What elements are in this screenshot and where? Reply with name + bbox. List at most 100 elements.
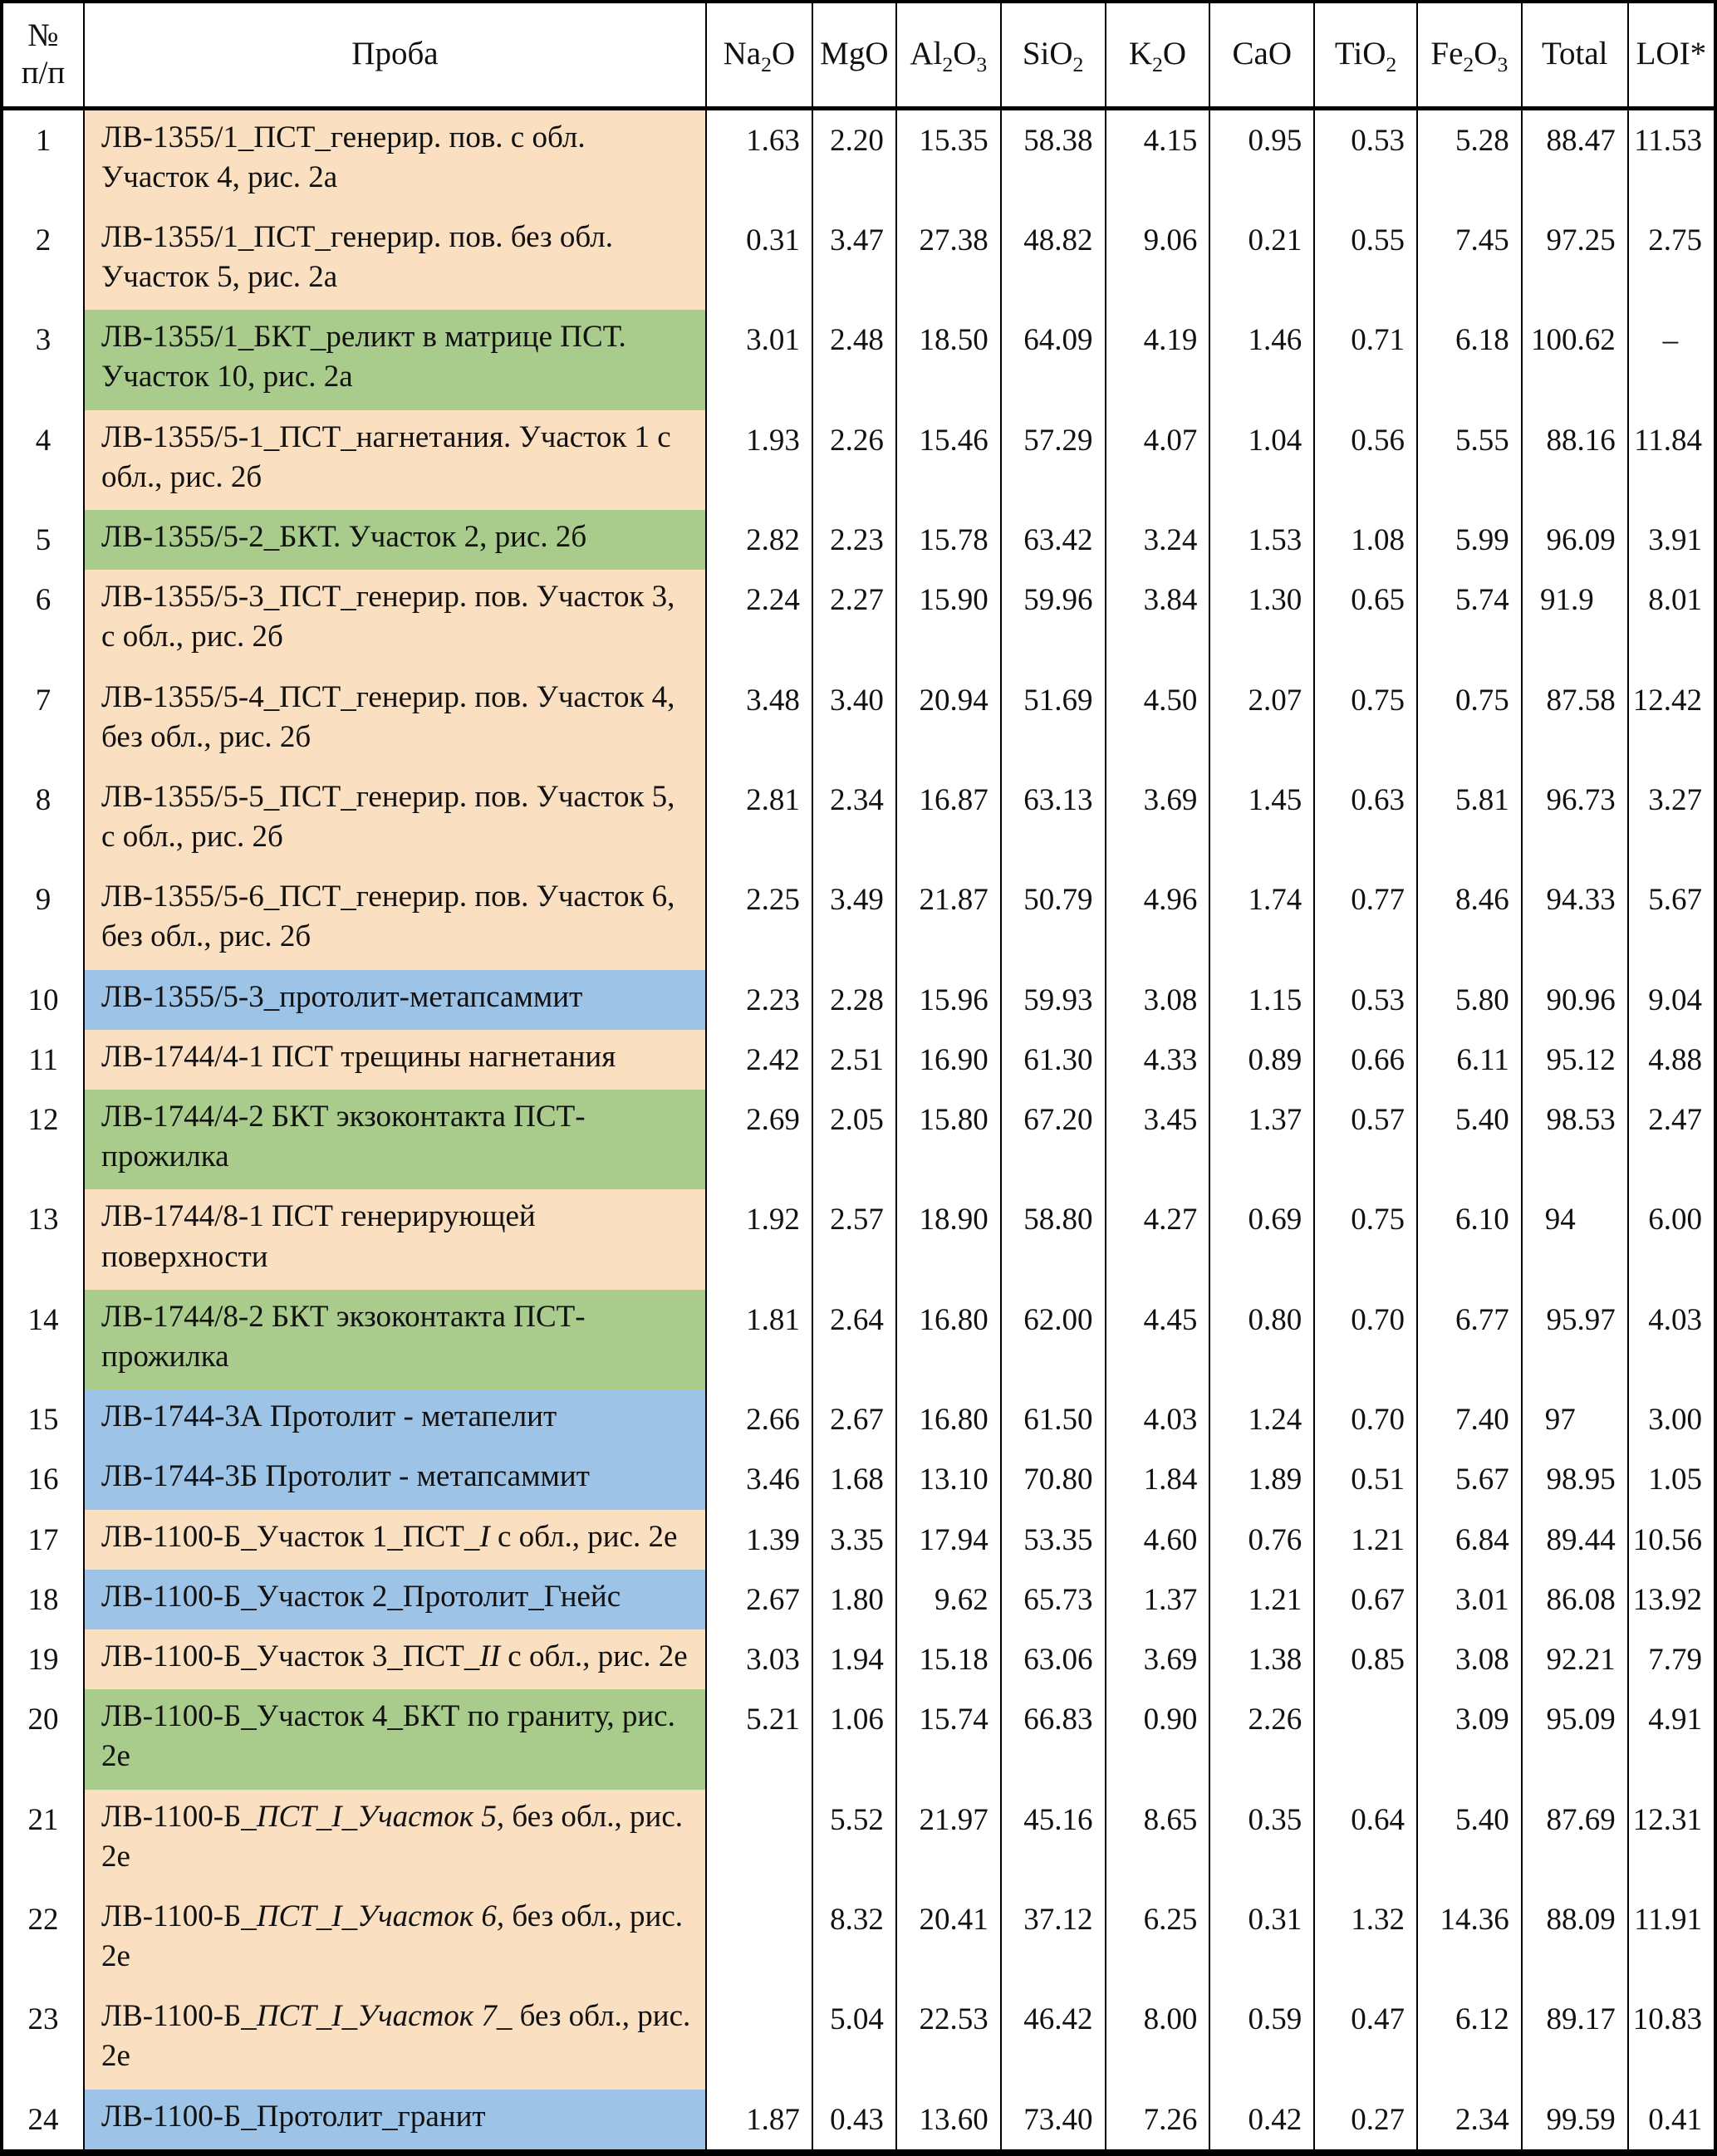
value-cell-loi: 12.31	[1626, 1789, 1717, 1889]
value-cell-total: 88.09	[1520, 1889, 1629, 1990]
value-cell-k2o: 8.00	[1104, 1989, 1211, 2090]
value-cell-na2o: 2.23	[704, 969, 813, 1030]
row-number-cell: 11	[0, 1029, 86, 1090]
sample-name-cell: ЛВ-1100-Б_Участок 3_ПСТ_II с обл., рис. …	[83, 1629, 707, 1690]
column-header-sample: Проба	[83, 2, 707, 110]
value-cell-loi: 3.91	[1626, 510, 1717, 571]
table-row: 17 ЛВ-1100-Б_Участок 1_ПСТ_I с обл., рис.…	[0, 1509, 1717, 1570]
value-cell-sio2: 58.38	[999, 108, 1106, 210]
value-cell-cao: 0.95	[1209, 108, 1316, 210]
value-cell-na2o: 1.63	[704, 108, 813, 210]
table-row: 14 ЛВ-1744/8-2 БКТ экзоконтакта ПСТ-прожи…	[0, 1289, 1717, 1390]
value-cell-fe2o3: 8.46	[1415, 870, 1523, 970]
sample-name-cell: ЛВ-1100-Б_Протолит_гранит	[83, 2089, 707, 2153]
value-cell-mgo: 2.27	[811, 570, 897, 670]
value-cell-total: 98.95	[1520, 1449, 1629, 1510]
value-cell-fe2o3: 5.80	[1415, 969, 1523, 1030]
value-cell-loi: 10.56	[1626, 1509, 1717, 1570]
column-header-num-bottom: п/п	[21, 54, 66, 91]
table-row: 13 ЛВ-1744/8-1 ПСТ генерирующей поверхнос…	[0, 1189, 1717, 1290]
row-number-cell: 21	[0, 1789, 86, 1889]
value-cell-k2o: 3.08	[1104, 969, 1211, 1030]
value-cell-mgo: 2.26	[811, 409, 897, 510]
row-number-cell: 24	[0, 2089, 86, 2153]
value-cell-na2o: 3.48	[704, 669, 813, 770]
value-cell-fe2o3: 6.12	[1415, 1989, 1523, 2090]
value-cell-tio2: 0.55	[1313, 209, 1418, 311]
table-row: 9 ЛВ-1355/5-6_ПСТ_генерир. пов. Участок 6…	[0, 870, 1717, 970]
value-cell-mgo: 2.64	[811, 1289, 897, 1390]
value-cell-k2o: 9.06	[1104, 209, 1211, 311]
value-cell-fe2o3: 5.40	[1415, 1789, 1523, 1889]
sample-name-cell: ЛВ-1355/5-4_ПСТ_генерир. пов. Участок 4,…	[83, 669, 707, 770]
value-cell-loi: 8.01	[1626, 570, 1717, 670]
value-cell-tio2: 0.85	[1313, 1629, 1418, 1690]
value-cell-loi: 1.05	[1626, 1449, 1717, 1510]
value-cell-total: 87.58	[1520, 669, 1629, 770]
value-cell-k2o: 4.15	[1104, 108, 1211, 210]
value-cell-total: 97	[1520, 1389, 1629, 1450]
value-cell-k2o: 6.25	[1104, 1889, 1211, 1990]
value-cell-mgo: 3.40	[811, 669, 897, 770]
table-row: 19 ЛВ-1100-Б_Участок 3_ПСТ_II с обл., рис…	[0, 1629, 1717, 1690]
value-cell-tio2: 0.70	[1313, 1289, 1418, 1390]
value-cell-loi: 7.79	[1626, 1629, 1717, 1690]
value-cell-loi: 3.00	[1626, 1389, 1717, 1450]
value-cell-sio2: 63.13	[999, 769, 1106, 870]
table-row: 6 ЛВ-1355/5-3_ПСТ_генерир. пов. Участок 3…	[0, 570, 1717, 670]
value-cell-total: 86.08	[1520, 1569, 1629, 1630]
value-cell-na2o	[704, 1889, 813, 1990]
value-cell-tio2: 0.53	[1313, 969, 1418, 1030]
value-cell-loi: 4.03	[1626, 1289, 1717, 1390]
value-cell-fe2o3: 5.99	[1415, 510, 1523, 571]
value-cell-fe2o3: 5.67	[1415, 1449, 1523, 1510]
row-number-cell: 23	[0, 1989, 86, 2090]
value-cell-sio2: 73.40	[999, 2089, 1106, 2153]
table-row: 22 ЛВ-1100-Б_ПСТ_I_Участок 6, без обл., р…	[0, 1889, 1717, 1990]
value-cell-cao: 0.69	[1209, 1189, 1316, 1290]
value-cell-fe2o3: 7.40	[1415, 1389, 1523, 1450]
value-cell-al2o3: 13.10	[895, 1449, 1002, 1510]
value-cell-na2o: 1.81	[704, 1289, 813, 1390]
value-cell-total: 91.9	[1520, 570, 1629, 670]
sample-name-cell: ЛВ-1744/8-1 ПСТ генерирующей поверхности	[83, 1189, 707, 1290]
row-number-cell: 15	[0, 1389, 86, 1450]
header-row: № п/п Проба Na2O MgO Al2O3 SiO2 K2O CaO TiO2 Fe…	[0, 2, 1717, 110]
table-row: 12 ЛВ-1744/4-2 БКТ экзоконтакта ПСТ-прожи…	[0, 1090, 1717, 1190]
table-row: 20 ЛВ-1100-Б_Участок 4_БКТ по граниту, ри…	[0, 1689, 1717, 1790]
table-row: 7 ЛВ-1355/5-4_ПСТ_генерир. пов. Участок 4…	[0, 669, 1717, 770]
value-cell-fe2o3: 3.01	[1415, 1569, 1523, 1630]
value-cell-al2o3: 15.74	[895, 1689, 1002, 1790]
sample-name-cell: ЛВ-1355/5-3_ПСТ_генерир. пов. Участок 3,…	[83, 570, 707, 670]
column-header-mgo: MgO	[811, 2, 897, 110]
value-cell-total: 95.12	[1520, 1029, 1629, 1090]
value-cell-k2o: 4.07	[1104, 409, 1211, 510]
value-cell-tio2: 0.64	[1313, 1789, 1418, 1889]
value-cell-tio2: 1.21	[1313, 1509, 1418, 1570]
value-cell-total: 87.69	[1520, 1789, 1629, 1889]
value-cell-al2o3: 21.87	[895, 870, 1002, 970]
value-cell-al2o3: 15.80	[895, 1090, 1002, 1190]
value-cell-tio2: 0.66	[1313, 1029, 1418, 1090]
value-cell-sio2: 57.29	[999, 409, 1106, 510]
value-cell-k2o: 8.65	[1104, 1789, 1211, 1889]
value-cell-al2o3: 16.80	[895, 1289, 1002, 1390]
value-cell-cao: 1.04	[1209, 409, 1316, 510]
table-row: 8 ЛВ-1355/5-5_ПСТ_генерир. пов. Участок 5…	[0, 769, 1717, 870]
row-number-cell: 14	[0, 1289, 86, 1390]
value-cell-sio2: 59.96	[999, 570, 1106, 670]
value-cell-k2o: 3.45	[1104, 1090, 1211, 1190]
value-cell-tio2: 0.57	[1313, 1090, 1418, 1190]
value-cell-mgo: 1.94	[811, 1629, 897, 1690]
value-cell-al2o3: 20.94	[895, 669, 1002, 770]
sample-name-cell: ЛВ-1355/5-2_БКТ. Участок 2, рис. 2б	[83, 510, 707, 571]
value-cell-al2o3: 9.62	[895, 1569, 1002, 1630]
sample-name-cell: ЛВ-1355/5-1_ПСТ_нагнетания. Участок 1 с …	[83, 409, 707, 510]
value-cell-sio2: 50.79	[999, 870, 1106, 970]
value-cell-cao: 1.15	[1209, 969, 1316, 1030]
value-cell-sio2: 51.69	[999, 669, 1106, 770]
value-cell-sio2: 63.06	[999, 1629, 1106, 1690]
value-cell-al2o3: 15.18	[895, 1629, 1002, 1690]
